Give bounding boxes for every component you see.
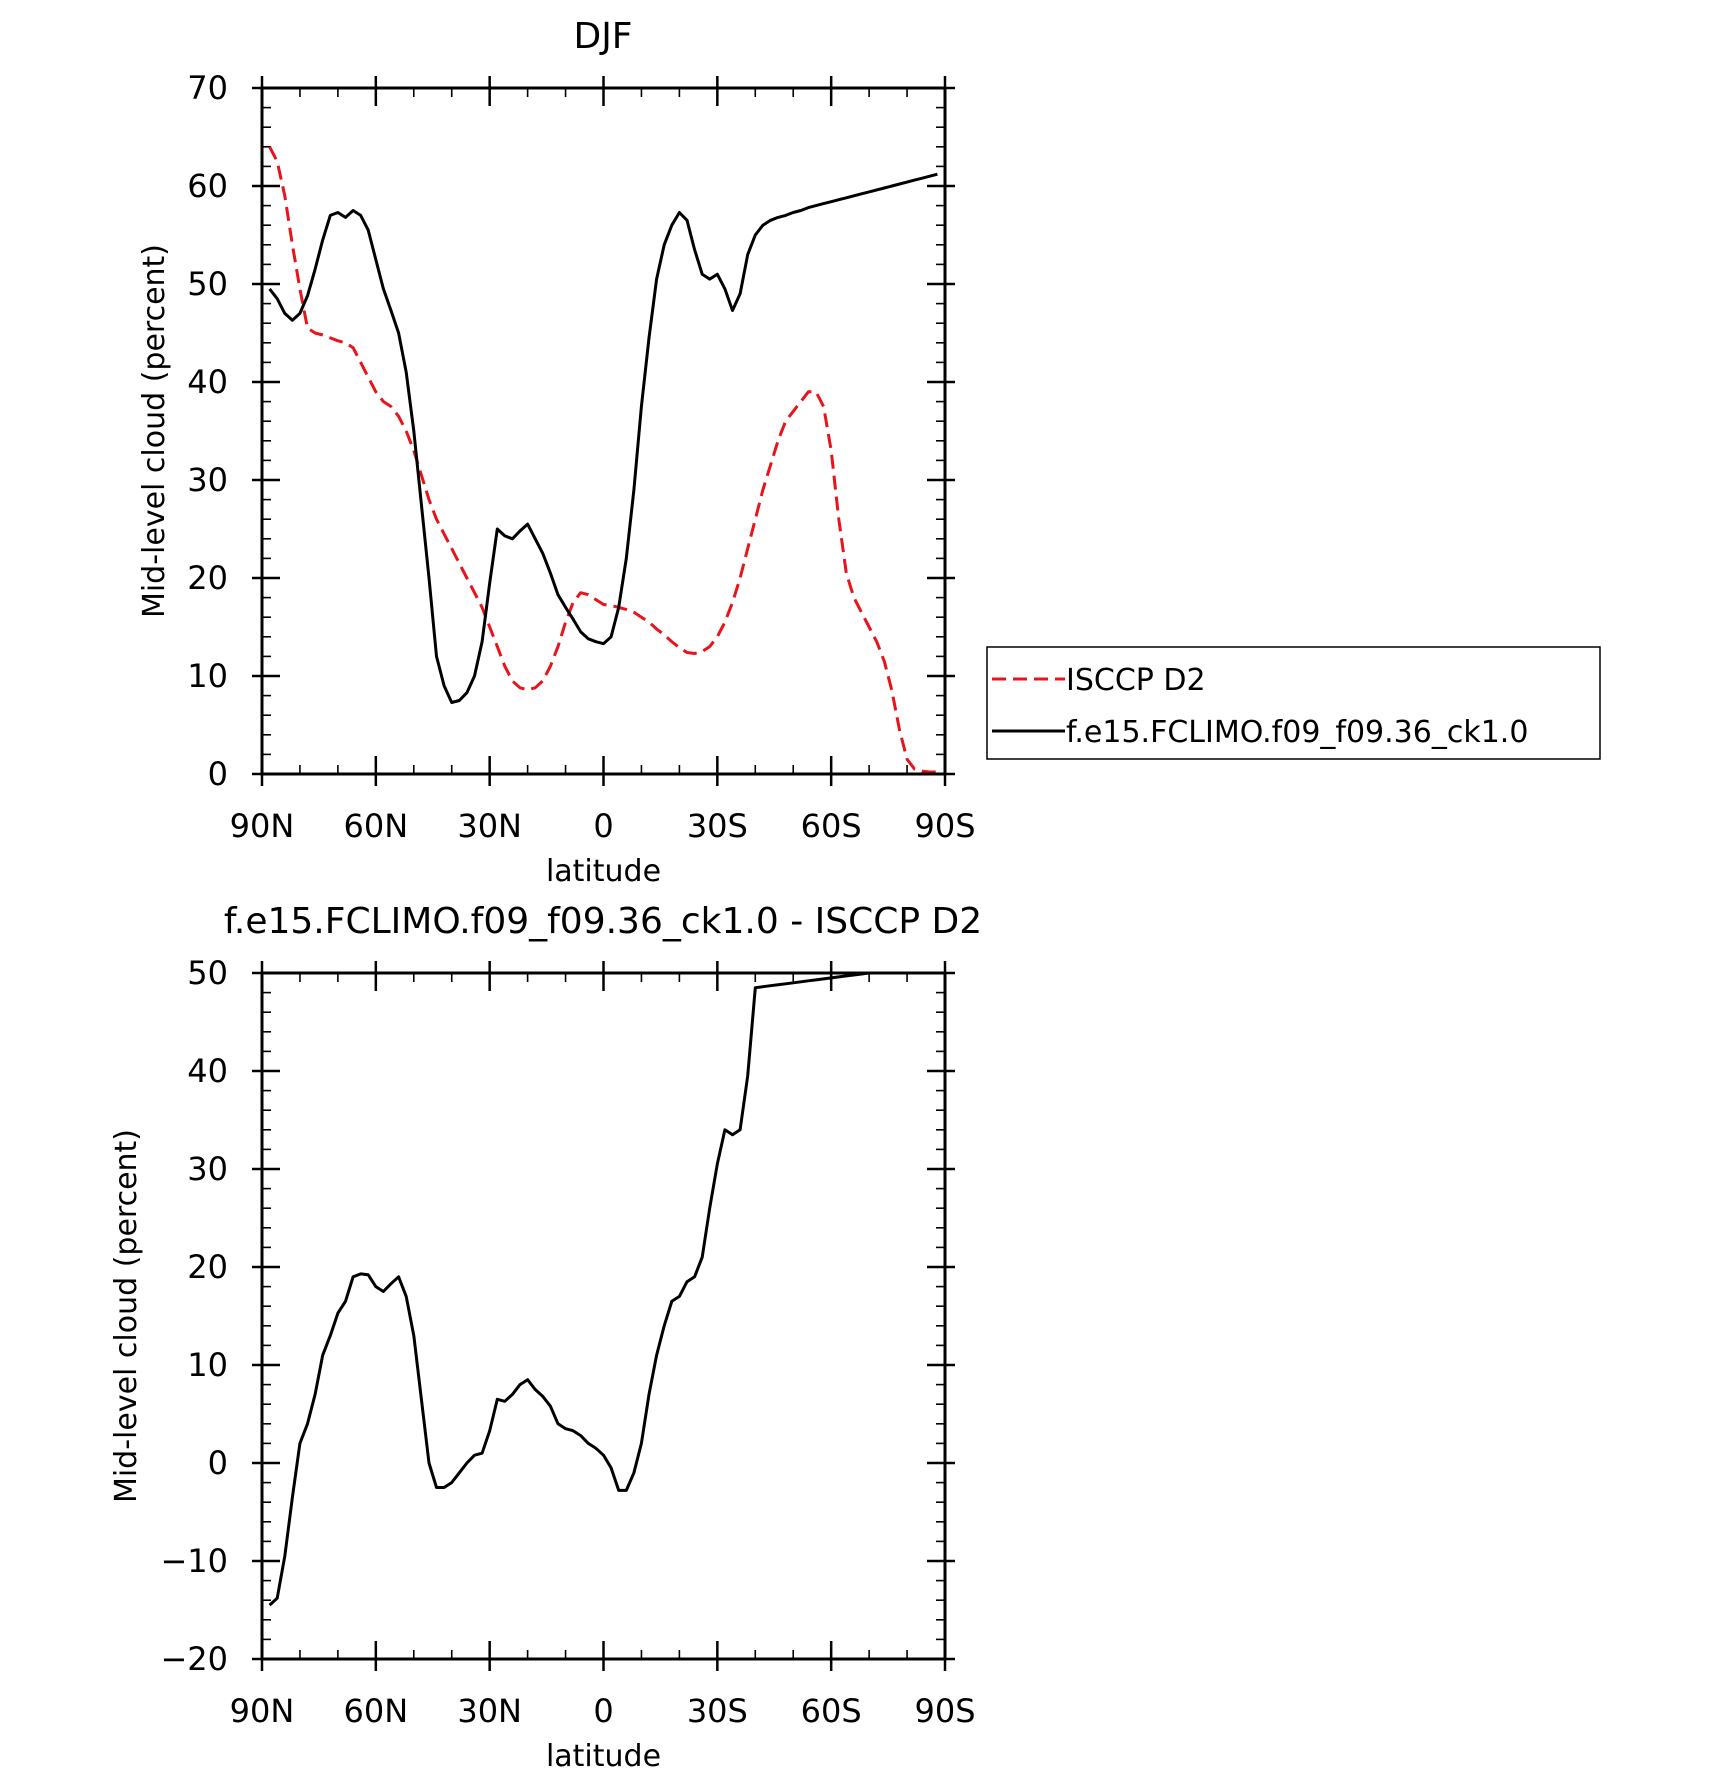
legend-label-isccp: ISCCP D2 [1066,663,1206,698]
y-tick-label: −10 [160,1542,228,1580]
x-tick-label: 0 [593,807,613,845]
x-tick-label: 90N [230,807,295,845]
series-line-0 [268,973,938,1607]
plot-frame [260,971,947,1661]
chart-title: f.e15.FCLIMO.f09_f09.36_ck1.0 - ISCCP D2 [224,901,982,942]
y-tick-label: 20 [187,559,228,597]
y-tick-label: 10 [187,657,228,695]
y-tick-label: 70 [187,69,228,107]
y-tick-label: 30 [187,461,228,499]
series-line-0 [268,146,938,774]
x-tick-label: 30S [687,807,748,845]
y-axis-label: Mid-level cloud (percent) [109,1129,144,1503]
x-tick-label: 90N [230,1692,295,1730]
x-tick-label: 90S [914,1692,975,1730]
legend-box [986,646,1601,760]
x-tick-label: 60N [344,1692,409,1730]
legend-label-model: f.e15.FCLIMO.f09_f09.36_ck1.0 [1066,715,1528,750]
bottom-panel: f.e15.FCLIMO.f09_f09.36_ck1.0 - ISCCP D2… [109,901,982,1773]
x-tick-label: 60S [801,1692,862,1730]
y-tick-label: 30 [187,1150,228,1188]
x-tick-label: 30N [457,1692,522,1730]
x-tick-label: 0 [593,1692,613,1730]
legend: ISCCP D2 f.e15.FCLIMO.f09_f09.36_ck1.0 [986,646,1601,760]
y-tick-label: 10 [187,1346,228,1384]
plot-frame [260,86,947,776]
x-tick-label: 60N [344,807,409,845]
y-tick-label: 0 [208,1444,228,1482]
series-line-1 [268,172,938,704]
y-tick-label: −20 [160,1640,228,1678]
x-tick-label: 30S [687,1692,748,1730]
y-axis-label: Mid-level cloud (percent) [137,244,172,618]
x-tick-label: 90S [914,807,975,845]
top-panel: DJF 0 10 20 30 40 50 60 70 90N 60N 30N 0 30S 60S 90S lat… [137,16,976,889]
y-tick-label: 50 [187,265,228,303]
y-tick-label: 20 [187,1248,228,1286]
y-tick-label: 40 [187,363,228,401]
y-tick-label: 40 [187,1052,228,1090]
x-axis-label: latitude [546,1739,661,1773]
y-tick-label: 0 [208,755,228,793]
x-axis-label: latitude [546,854,661,889]
x-tick-label: 60S [801,807,862,845]
chart-title: DJF [573,16,632,57]
y-tick-label: 60 [187,167,228,205]
x-tick-label: 30N [457,807,522,845]
y-tick-label: 50 [187,954,228,992]
